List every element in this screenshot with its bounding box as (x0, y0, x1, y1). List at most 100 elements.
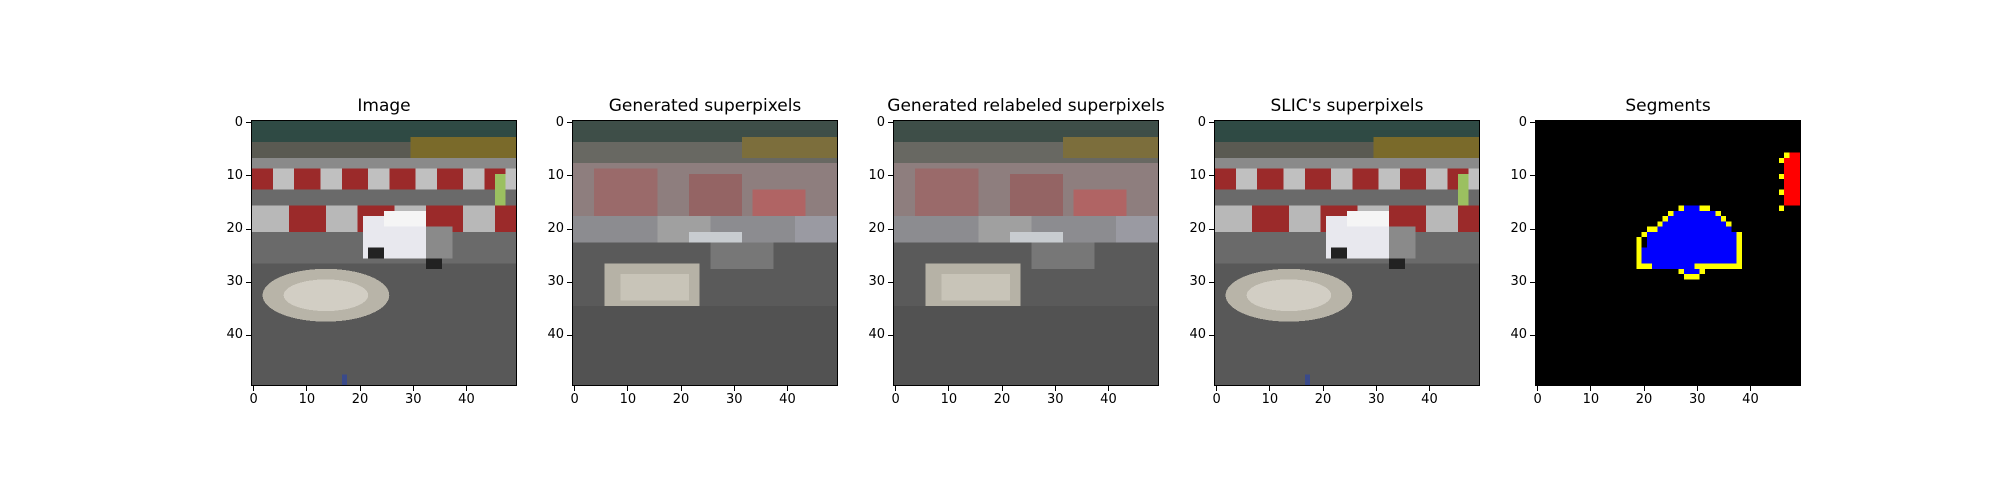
x-tick-mark (1216, 386, 1218, 391)
segment-border-cell (1736, 242, 1742, 248)
segment-border-cell (1778, 173, 1785, 180)
y-tick-mark (567, 122, 572, 124)
segment-border-cell (1636, 242, 1642, 248)
y-tick-label: 10 (547, 167, 564, 183)
x-tick-mark (412, 386, 414, 391)
segment-border-cell (1699, 205, 1711, 211)
y-tick-label: 0 (876, 114, 885, 130)
segment-blue-cell (1646, 237, 1737, 243)
y-tick-label: 20 (1189, 221, 1206, 237)
panel-relabeled (893, 120, 1159, 386)
segment-border-cell (1736, 258, 1742, 264)
segment-border-cell (1736, 247, 1742, 253)
segment-border-cell (1720, 216, 1727, 222)
y-tick-label: 20 (868, 221, 885, 237)
x-tick-label: 0 (1212, 392, 1221, 407)
panel-generated (572, 120, 838, 386)
y-tick-mark (1530, 334, 1535, 336)
segment-blue-cell (1673, 210, 1721, 217)
y-tick-label: 30 (1510, 274, 1527, 290)
segment-border-cell (1778, 189, 1785, 195)
panel-title-segments: Segments (1625, 96, 1711, 116)
x-tick-mark (1322, 386, 1324, 391)
segment-blue-cell (1683, 205, 1700, 211)
segment-blue-cell (1646, 242, 1737, 248)
y-tick-label: 40 (1510, 327, 1527, 343)
y-tick-label: 10 (1189, 167, 1206, 183)
y-tick-mark (1530, 175, 1535, 177)
segment-blue-cell (1641, 247, 1737, 253)
y-tick-mark (246, 122, 251, 124)
x-tick-mark (253, 386, 255, 391)
y-tick-mark (246, 334, 251, 336)
segment-border-cell (1652, 226, 1658, 232)
x-tick-mark (895, 386, 897, 391)
y-tick-label: 20 (547, 221, 564, 237)
panel-title-slic: SLIC's superpixels (1270, 96, 1424, 116)
segment-border-cell (1636, 258, 1642, 264)
x-tick-mark (1269, 386, 1271, 391)
y-tick-label: 10 (868, 167, 885, 183)
y-tick-label: 30 (1189, 274, 1206, 290)
segment-border-cell (1636, 263, 1653, 269)
x-tick-mark (1375, 386, 1377, 391)
y-tick-mark (888, 281, 893, 283)
segment-red-cell (1784, 152, 1800, 206)
x-tick-label: 20 (351, 392, 369, 407)
panel-image (251, 120, 517, 386)
x-tick-label: 40 (1742, 392, 1759, 407)
y-tick-mark (888, 175, 893, 177)
segment-border-cell (1784, 152, 1790, 158)
x-tick-mark (680, 386, 682, 391)
y-tick-mark (1530, 228, 1535, 230)
x-tick-label: 40 (779, 392, 796, 407)
slic-superpixels (1215, 121, 1479, 385)
segment-border-cell (1636, 237, 1642, 243)
x-tick-mark (1054, 386, 1056, 391)
x-tick-mark (948, 386, 950, 391)
segment-border-cell (1668, 210, 1674, 217)
x-tick-label: 20 (672, 392, 690, 407)
y-tick-label: 40 (547, 327, 564, 343)
y-tick-mark (1209, 334, 1214, 336)
segment-blue-cell (1646, 263, 1737, 269)
scene-image (252, 121, 516, 385)
segment-border-cell (1678, 205, 1684, 211)
y-tick-mark (1209, 228, 1214, 230)
x-tick-mark (1590, 386, 1592, 391)
x-tick-label: 10 (940, 392, 958, 407)
y-tick-mark (1530, 281, 1535, 283)
panel-title-relabeled: Generated relabeled superpixels (887, 96, 1165, 116)
segment-border-cell (1683, 274, 1700, 280)
y-tick-label: 40 (1189, 327, 1206, 343)
x-tick-label: 30 (1046, 392, 1064, 407)
y-tick-mark (246, 281, 251, 283)
x-tick-label: 30 (725, 392, 743, 407)
y-tick-mark (1530, 122, 1535, 124)
x-tick-label: 20 (1635, 392, 1653, 407)
generated-superpixels (573, 121, 837, 385)
x-tick-label: 0 (570, 392, 579, 407)
segment-border-cell (1694, 263, 1742, 269)
x-tick-mark (1643, 386, 1645, 391)
segment-border-cell (1736, 231, 1742, 238)
x-tick-label: 0 (249, 392, 258, 407)
segment-blue-cell (1683, 268, 1700, 275)
y-tick-label: 40 (868, 327, 885, 343)
y-tick-label: 20 (1510, 221, 1527, 237)
y-tick-mark (246, 228, 251, 230)
x-tick-mark (1107, 386, 1109, 391)
x-tick-label: 0 (891, 392, 900, 407)
x-tick-label: 40 (458, 392, 475, 407)
segment-border-cell (1715, 210, 1721, 217)
x-tick-mark (465, 386, 467, 391)
y-tick-label: 10 (226, 167, 243, 183)
y-tick-mark (246, 175, 251, 177)
x-tick-mark (306, 386, 308, 391)
y-tick-mark (567, 334, 572, 336)
segment-border-cell (1736, 253, 1742, 259)
segment-border-cell (1699, 268, 1705, 275)
segment-border-cell (1726, 221, 1732, 227)
segment-border-cell (1636, 253, 1642, 259)
